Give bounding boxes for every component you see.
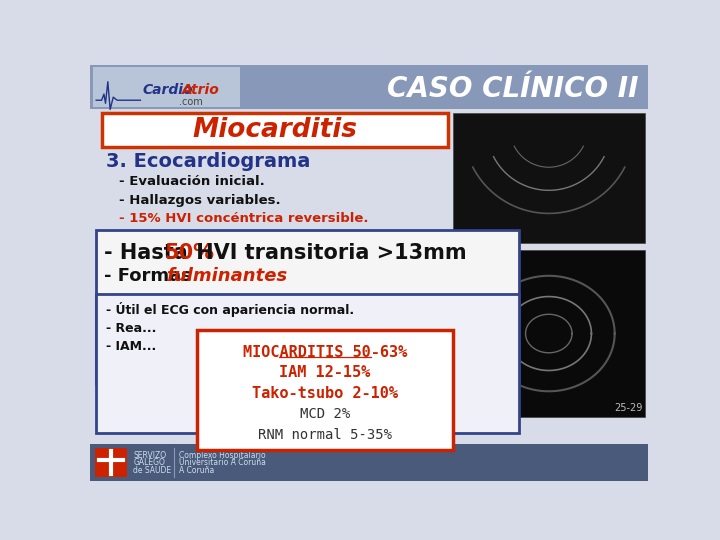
Text: Cardio: Cardio [143, 83, 193, 97]
Text: de SAUDE: de SAUDE [133, 466, 171, 475]
Text: 25-29: 25-29 [614, 403, 642, 413]
Bar [96, 294, 518, 433]
Text: RNM normal 5-35%: RNM normal 5-35% [258, 428, 392, 442]
Text: Complexo Hospitalario: Complexo Hospitalario [179, 450, 266, 460]
Text: Tako-tsubo 2-10%: Tako-tsubo 2-10% [252, 386, 398, 401]
Text: GALEGO: GALEGO [133, 458, 166, 467]
Text: ": " [384, 329, 391, 343]
Text: 3. Ecocardiograma: 3. Ecocardiograma [106, 152, 310, 171]
Text: - Rea...: - Rea... [106, 322, 156, 335]
Text: IAM 12-15%: IAM 12-15% [279, 365, 371, 380]
Bar [453, 113, 645, 242]
Text: - Hasta: - Hasta [104, 242, 195, 262]
Text: - 15% HVI concéntrica reversible.: - 15% HVI concéntrica reversible. [120, 212, 369, 225]
Bar [96, 231, 518, 384]
Text: MIOCARDITIS 50-63%: MIOCARDITIS 50-63% [243, 345, 407, 360]
Text: - Evaluación inicial.: - Evaluación inicial. [120, 176, 265, 188]
Text: Universitario A Coruña: Universitario A Coruña [179, 458, 266, 467]
Text: MCD 2%: MCD 2% [300, 407, 350, 421]
Text: - Útil el ECG con apariencia normal.: - Útil el ECG con apariencia normal. [106, 302, 354, 317]
Text: fulminantes: fulminantes [166, 267, 287, 285]
Bar [90, 65, 648, 110]
Text: CASO CLÍNICO II: CASO CLÍNICO II [387, 76, 639, 104]
Bar [90, 444, 648, 481]
Bar [93, 67, 240, 107]
Text: Miocarditis: Miocarditis [192, 117, 357, 143]
Bar [94, 448, 127, 477]
Text: SERVIZO: SERVIZO [133, 450, 166, 460]
Text: - IAM...: - IAM... [106, 340, 156, 353]
Text: HVI transitoria >13mm: HVI transitoria >13mm [189, 242, 467, 262]
Text: Atrio: Atrio [181, 83, 219, 97]
Bar [90, 110, 648, 481]
Bar [453, 249, 645, 417]
Text: - Hallazgos variables.: - Hallazgos variables. [120, 194, 281, 207]
Bar [102, 113, 448, 147]
Bar [197, 330, 453, 450]
Text: A Coruña: A Coruña [179, 466, 215, 475]
Text: .com: .com [179, 97, 203, 107]
Text: - Formas: - Formas [104, 267, 198, 285]
Text: 50%: 50% [164, 242, 215, 262]
